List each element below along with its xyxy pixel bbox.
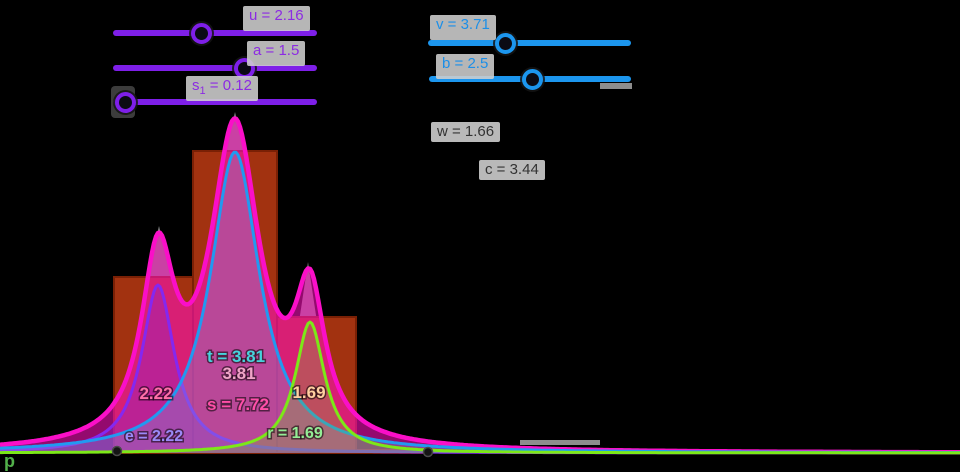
value-label-e-value[interactable]: e = 2.22: [123, 427, 184, 447]
slider-u-label-value: = 2.16: [257, 7, 304, 24]
slider-v-label-text: v: [436, 16, 444, 33]
axis-point[interactable]: [422, 446, 434, 458]
value-label-blue-value[interactable]: 3.81: [221, 363, 257, 385]
slider-v-knob[interactable]: [495, 33, 516, 54]
slider-u-label: u = 2.16: [243, 6, 310, 31]
slider-s1-knob[interactable]: [115, 92, 136, 113]
gray-segment: [600, 83, 632, 89]
slider-u-knob[interactable]: [191, 23, 212, 44]
slider-b-label-text: b: [442, 55, 451, 72]
value-label-s-value[interactable]: s = 7.72: [206, 394, 271, 416]
slider-u-label-text: u: [249, 7, 258, 24]
slider-a-label-value: = 1.5: [261, 42, 300, 59]
slider-u-track[interactable]: [113, 30, 317, 36]
value-label-r-value[interactable]: r = 1.69: [266, 424, 325, 444]
slider-a-track[interactable]: [113, 65, 317, 71]
slider-v-label-value: = 3.71: [443, 16, 490, 33]
slider-s1-label-sub: 1: [199, 85, 206, 97]
text-w-value[interactable]: w = 1.66: [431, 122, 501, 142]
value-label-t-value[interactable]: t = 3.81: [205, 346, 266, 368]
slider-v-track[interactable]: [428, 40, 631, 46]
slider-b-knob[interactable]: [522, 69, 543, 90]
slider-s1-label-value: = 0.12: [205, 77, 252, 94]
mixture-fill: [0, 118, 960, 453]
blue-component-fill: [0, 152, 960, 454]
value-label-peak1-value[interactable]: 2.22: [138, 383, 174, 405]
value-label-green-value[interactable]: 1.69: [291, 382, 327, 404]
gray-segment: [520, 440, 600, 445]
slider-s1-track[interactable]: [113, 99, 317, 105]
text-c-value[interactable]: c = 3.44: [479, 160, 545, 180]
slider-s1-label: s1 = 0.12: [186, 76, 258, 101]
slider-b-label: b = 2.5: [436, 54, 495, 79]
green-component-curve[interactable]: [0, 320, 960, 455]
slider-v-label: v = 3.71: [430, 15, 496, 40]
axis-point[interactable]: [111, 445, 123, 457]
slider-a-label-text: a: [253, 42, 262, 59]
curve-label-p[interactable]: p: [3, 450, 17, 472]
slider-s1-label-text: s: [192, 77, 200, 94]
slider-b-label-value: = 2.5: [450, 55, 489, 72]
slider-a-label: a = 1.5: [247, 41, 306, 66]
